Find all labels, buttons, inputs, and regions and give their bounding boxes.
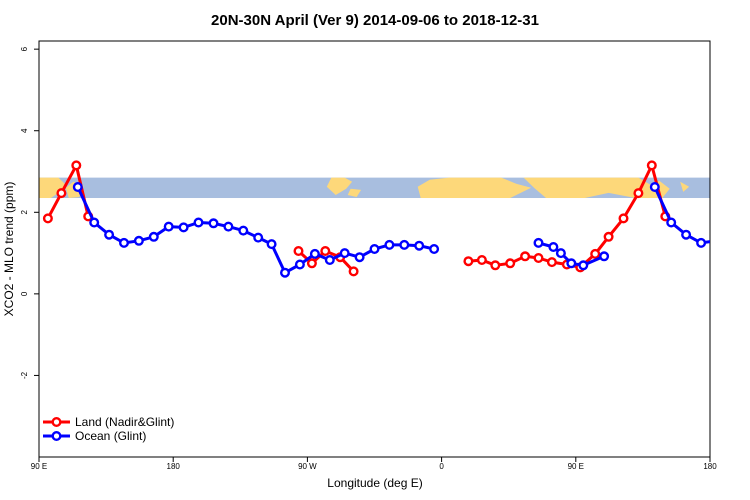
data-point — [633, 188, 644, 199]
map-land-shape — [347, 188, 362, 197]
data-point — [118, 237, 129, 248]
data-point — [223, 221, 234, 232]
legend: Land (Nadir&Glint)Ocean (Glint) — [43, 415, 174, 443]
data-point — [599, 251, 610, 262]
data-point — [71, 160, 82, 171]
map-land-shape — [417, 177, 532, 198]
data-point — [178, 222, 189, 233]
data-point — [56, 188, 67, 199]
data-point — [533, 237, 544, 248]
data-point — [369, 243, 380, 254]
legend-label: Ocean (Glint) — [75, 429, 146, 443]
x-tick-label: 180 — [703, 462, 717, 471]
data-point — [603, 231, 614, 242]
x-tick-label: 90 W — [298, 462, 317, 471]
y-tick-label: 2 — [20, 210, 29, 215]
legend-swatch-marker — [51, 417, 62, 428]
data-point — [309, 248, 320, 259]
map-land-shape — [39, 177, 66, 198]
y-axis: -2 0 2 4 6 — [20, 46, 39, 379]
x-tick-label: 180 — [167, 462, 181, 471]
data-point — [548, 241, 559, 252]
series-layer — [42, 160, 750, 278]
y-tick-label: 4 — [20, 128, 29, 133]
data-point — [463, 256, 474, 267]
data-point — [280, 267, 291, 278]
data-point — [320, 245, 331, 256]
plot-frame — [38, 40, 711, 458]
data-point — [208, 218, 219, 229]
x-tick-label: 90 E — [568, 462, 584, 471]
data-point — [618, 213, 629, 224]
data-point — [238, 225, 249, 236]
data-point — [429, 243, 440, 254]
data-point — [742, 223, 750, 231]
data-point — [578, 260, 589, 271]
data-point — [339, 248, 350, 259]
data-point — [490, 260, 501, 271]
y-tick-label: 6 — [20, 46, 29, 51]
data-point — [414, 240, 425, 251]
map-strip — [39, 177, 710, 199]
data-point — [566, 258, 577, 269]
data-point — [646, 160, 657, 171]
data-point — [555, 248, 566, 259]
data-point — [399, 239, 410, 250]
map-land-shape — [326, 177, 353, 195]
data-point — [476, 255, 487, 266]
data-point — [649, 181, 660, 192]
data-point — [148, 231, 159, 242]
y-tick-label: 0 — [20, 291, 29, 296]
series-line — [76, 186, 435, 275]
data-point — [505, 258, 516, 269]
legend-swatch-marker — [51, 431, 62, 442]
data-point — [324, 255, 335, 266]
data-point — [163, 221, 174, 232]
x-tick-label: 0 — [439, 462, 444, 471]
map-land-shape — [680, 181, 690, 192]
data-point — [546, 257, 557, 268]
data-point — [354, 252, 365, 263]
data-point — [266, 239, 277, 250]
data-point — [133, 235, 144, 246]
data-point — [193, 217, 204, 228]
data-point — [533, 252, 544, 263]
data-point — [253, 232, 264, 243]
data-point — [306, 258, 317, 269]
data-point — [520, 251, 531, 262]
data-point — [681, 229, 692, 240]
data-point — [293, 245, 304, 256]
series-ocean — [72, 181, 750, 278]
data-point — [666, 217, 677, 228]
series-line — [46, 163, 90, 220]
map-land-shapes — [39, 177, 690, 198]
map-land-shape — [523, 177, 670, 198]
y-axis-label: XCO2 - MLO trend (ppm) — [2, 182, 16, 317]
legend-label: Land (Nadir&Glint) — [75, 415, 174, 429]
data-point — [727, 233, 735, 241]
data-point — [89, 217, 100, 228]
x-axis-label: Longitude (deg E) — [327, 476, 422, 490]
data-point — [72, 181, 83, 192]
data-point — [590, 248, 601, 259]
x-axis: 90 E 180 90 W 0 90 E 180 — [31, 457, 717, 471]
data-point — [696, 237, 707, 248]
y-tick-label: -2 — [20, 371, 29, 379]
data-point — [712, 237, 720, 245]
data-point — [104, 229, 115, 240]
data-point — [384, 239, 395, 250]
x-tick-label: 90 E — [31, 462, 47, 471]
data-point — [348, 266, 359, 277]
data-point — [42, 213, 53, 224]
chart-title: 20N-30N April (Ver 9) 2014-09-06 to 2018… — [211, 12, 539, 29]
data-point — [294, 259, 305, 270]
